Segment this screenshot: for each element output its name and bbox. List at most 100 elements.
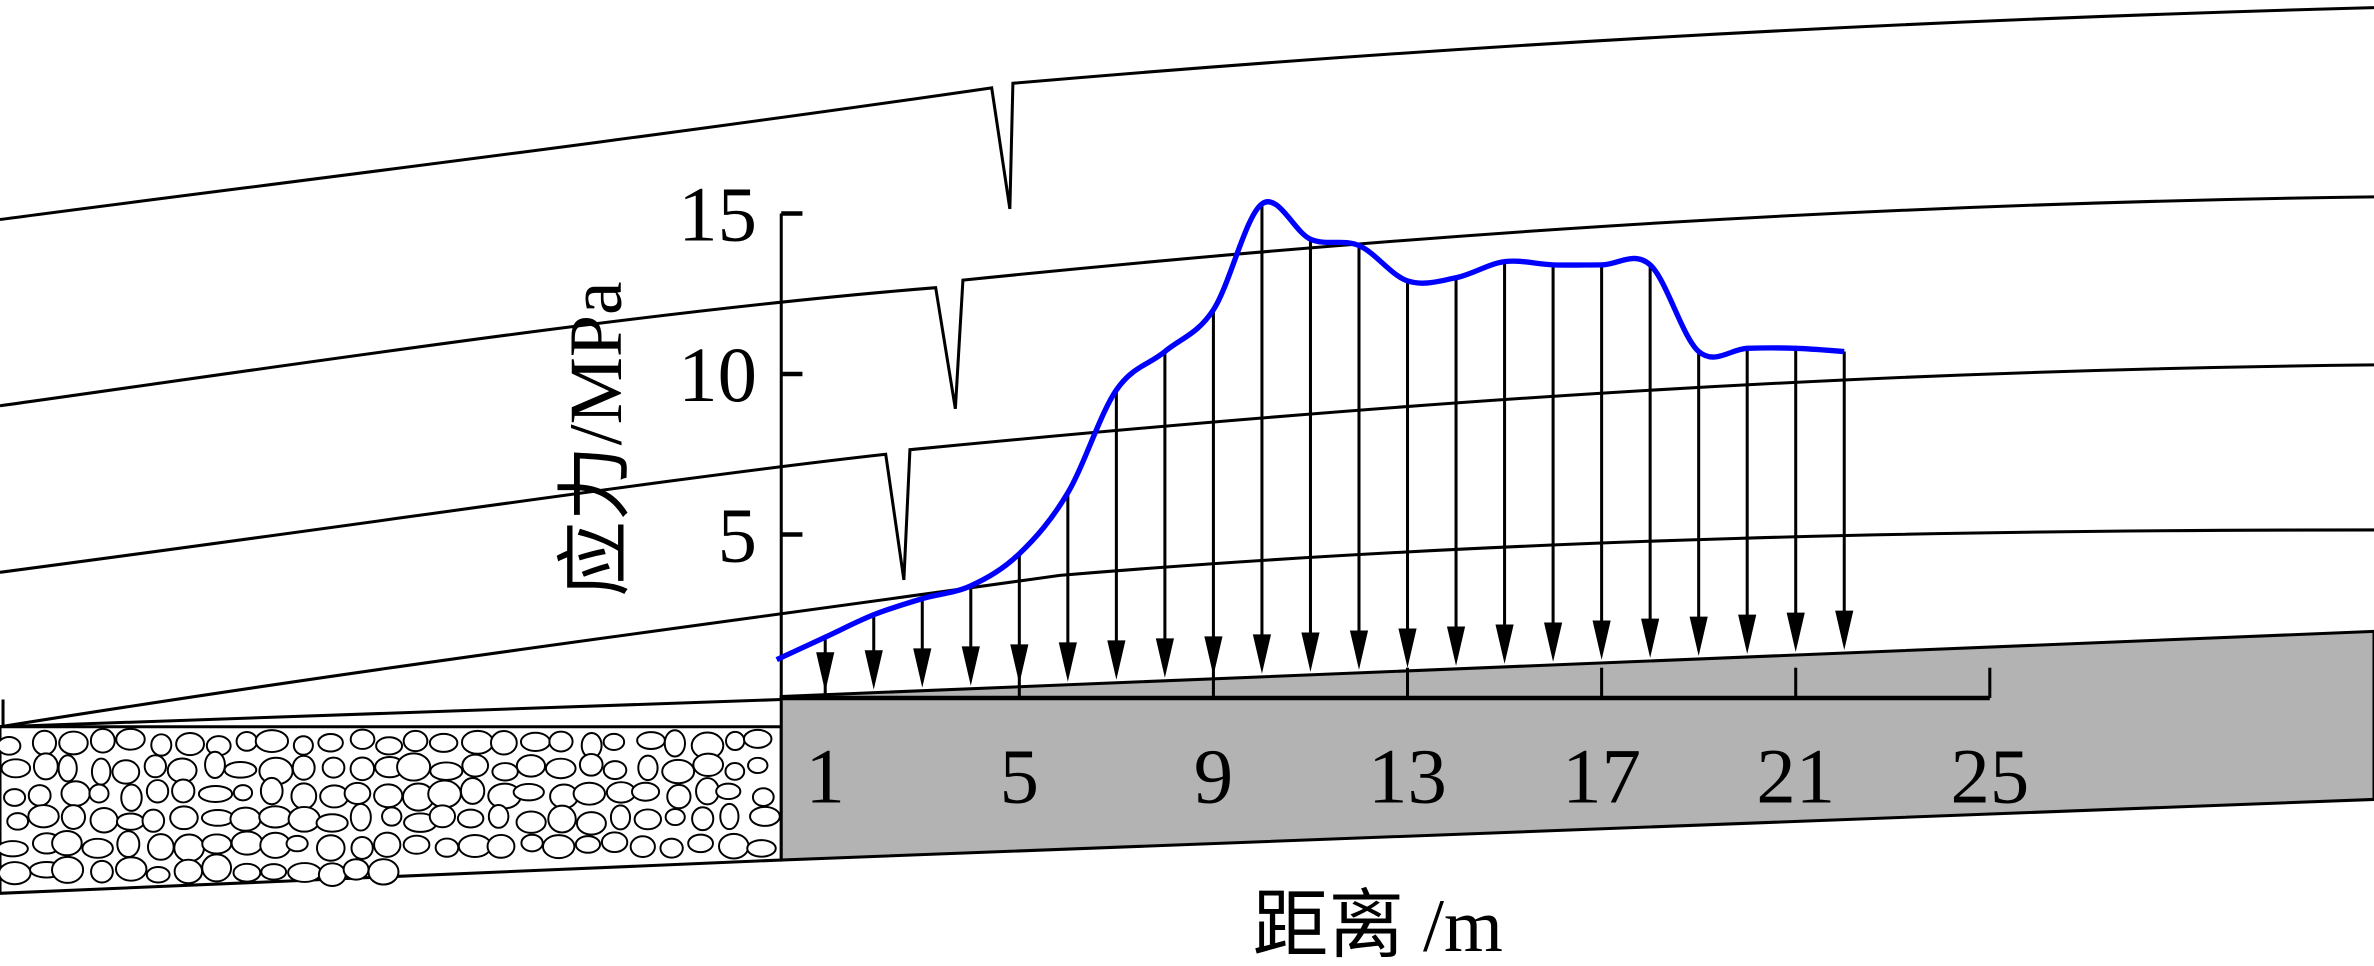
rubble-stone — [317, 733, 344, 753]
rubble-stone — [520, 833, 544, 853]
stratum-line-3 — [0, 363, 2374, 581]
rubble-stone — [57, 754, 78, 783]
rubble-stone — [259, 776, 284, 806]
stress-arrow — [1349, 245, 1369, 670]
rubble-stone — [0, 758, 32, 779]
rubble-stone — [201, 853, 233, 883]
rubble-stone — [519, 731, 551, 752]
rubble-stone — [0, 861, 32, 886]
stress-arrow — [1398, 280, 1417, 668]
rubble-stone — [629, 835, 656, 858]
rubble-stone — [32, 752, 59, 781]
rubble-stone — [145, 779, 170, 804]
rubble-stone — [578, 752, 604, 777]
stress-arrow — [1446, 277, 1466, 666]
rubble-stone — [461, 753, 490, 778]
rubble-stone — [6, 812, 30, 831]
x-tick-label: 5 — [1000, 733, 1039, 820]
stress-arrow — [1252, 203, 1272, 674]
rubble-stone — [572, 781, 606, 806]
rubble-stone — [631, 781, 661, 802]
rubble-stone — [486, 833, 516, 859]
stress-arrow — [864, 614, 883, 690]
rubble-stone — [342, 858, 370, 881]
stratum-line-5 — [0, 697, 782, 729]
rubble-stone — [459, 777, 486, 805]
rubble-stone — [633, 808, 663, 831]
rubble-stone — [600, 831, 629, 854]
x-tick-label: 25 — [1950, 733, 2029, 820]
gob-rubble — [0, 725, 783, 895]
rubble-stone — [230, 830, 264, 856]
y-tick-label: 5 — [718, 493, 757, 580]
rubble-stone — [229, 806, 262, 832]
rubble-stone — [169, 805, 199, 831]
rubble-stone — [27, 784, 52, 807]
rubble-stone — [173, 858, 204, 885]
rubble-stone — [350, 836, 374, 860]
rubble-stone — [27, 804, 60, 829]
rubble-stone — [287, 805, 321, 833]
rubble-stone — [0, 736, 22, 756]
x-tick-label: 9 — [1194, 733, 1233, 820]
stress-arrow — [1592, 264, 1611, 660]
rubble-stone — [88, 783, 110, 804]
stratum-line-2 — [0, 195, 2374, 410]
stress-arrow — [1786, 348, 1805, 652]
stress-arrows — [816, 203, 1854, 692]
stress-arrow — [1738, 348, 1757, 654]
rubble-stone — [81, 837, 114, 859]
rubble-stone — [456, 808, 485, 829]
rubble-stone — [427, 779, 462, 809]
rubble-stone — [235, 731, 259, 752]
rubble-stone — [429, 761, 464, 781]
rubble-stone — [460, 729, 495, 755]
rubble-stone — [114, 856, 148, 882]
rubble-stone — [574, 835, 602, 854]
rubble-stone — [200, 809, 235, 827]
rubble-stone — [290, 782, 318, 810]
rubble-stone — [201, 833, 233, 855]
rubble-stone — [367, 858, 400, 886]
rubble-stone — [692, 752, 725, 777]
rubble-stone — [51, 855, 85, 884]
stress-curve — [775, 199, 1845, 663]
rubble-stone — [428, 804, 457, 829]
rubble-stone — [232, 784, 254, 802]
rubble-stone — [173, 833, 205, 863]
x-tick-label: 17 — [1562, 733, 1641, 820]
rubble-stone — [512, 782, 545, 802]
rubble-stone — [402, 729, 429, 753]
rubble-stone — [742, 728, 773, 749]
rubble-stone — [544, 757, 577, 780]
rubble-stone — [664, 807, 686, 827]
rubble-stone — [691, 806, 715, 832]
stress-arrow — [1689, 351, 1708, 656]
rubble-stone — [89, 727, 116, 754]
rubble-stone — [291, 754, 316, 781]
x-tick-label: 1 — [806, 733, 845, 820]
rubble-stone — [0, 840, 29, 858]
rubble-stone — [396, 752, 432, 782]
rubble-stone — [287, 862, 323, 883]
rubble-stone — [373, 783, 404, 809]
x-tick-label: 21 — [1756, 733, 1835, 820]
rubble-stone — [146, 833, 175, 861]
rubble-stone — [51, 830, 83, 857]
rubble-stone — [143, 754, 167, 779]
stress-arrow — [1835, 351, 1854, 651]
rubble-stone — [3, 788, 27, 807]
rubble-stone — [31, 729, 58, 757]
y-tick-label: 10 — [678, 332, 757, 419]
rubble-stone — [715, 782, 742, 801]
rubble-stone — [204, 750, 226, 779]
rubble-stone — [547, 804, 577, 834]
rubble-stone — [116, 830, 141, 858]
rubble-stone — [315, 834, 346, 862]
rubble-stone — [724, 762, 746, 781]
stress-arrow — [1010, 553, 1029, 684]
rubble-stone — [373, 831, 402, 858]
rock-strata-lines — [0, 6, 2374, 729]
rubble-stone — [321, 756, 346, 779]
